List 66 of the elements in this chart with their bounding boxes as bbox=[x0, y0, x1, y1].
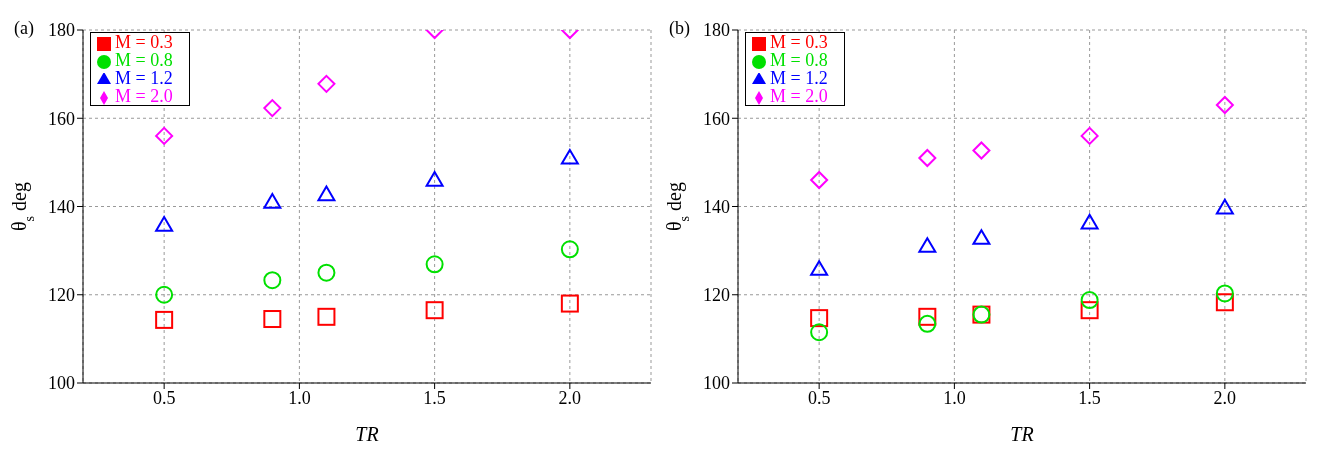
y-tick-label: 160 bbox=[48, 108, 75, 129]
point bbox=[155, 310, 174, 329]
y-tick-label: 120 bbox=[703, 285, 730, 306]
point bbox=[155, 216, 174, 232]
x-axis-title: TR bbox=[1010, 423, 1034, 445]
y-tick-label: 160 bbox=[703, 108, 730, 129]
legend-label: M = 0.3 bbox=[770, 32, 828, 52]
x-tick-label: 1.0 bbox=[943, 387, 966, 408]
x-tick-label: 0.5 bbox=[807, 387, 831, 408]
point bbox=[918, 237, 937, 253]
x-tick-label: 1.5 bbox=[423, 387, 446, 408]
point bbox=[972, 229, 991, 245]
point bbox=[972, 141, 991, 160]
x-tick-label: 2.0 bbox=[1213, 387, 1237, 408]
x-tick-label: 1.5 bbox=[1078, 387, 1101, 408]
point bbox=[918, 307, 937, 326]
x-tick-label: 2.0 bbox=[558, 387, 582, 408]
legend-label: M = 1.2 bbox=[115, 68, 173, 88]
point bbox=[1080, 301, 1099, 320]
point bbox=[317, 263, 336, 282]
point bbox=[560, 148, 579, 165]
y-tick-label: 140 bbox=[48, 196, 75, 217]
point bbox=[918, 148, 937, 167]
point bbox=[1215, 198, 1234, 215]
legend-label: M = 0.8 bbox=[115, 50, 173, 70]
point bbox=[425, 301, 444, 320]
y-tick-label: 140 bbox=[703, 196, 730, 217]
point bbox=[1215, 293, 1234, 312]
point bbox=[810, 323, 829, 342]
legend-label: M = 0.3 bbox=[115, 32, 173, 52]
y-tick-label: 180 bbox=[703, 20, 730, 41]
point bbox=[1080, 291, 1099, 310]
point bbox=[810, 309, 829, 328]
point bbox=[425, 255, 444, 274]
point bbox=[425, 171, 444, 187]
legend-label: M = 1.2 bbox=[770, 68, 828, 88]
point bbox=[810, 260, 829, 276]
legend-label: M = 2.0 bbox=[770, 86, 828, 106]
point bbox=[1215, 284, 1234, 303]
point bbox=[317, 74, 336, 93]
legend-label: M = 0.8 bbox=[770, 50, 828, 70]
point bbox=[1080, 213, 1099, 230]
point bbox=[263, 193, 282, 209]
point bbox=[560, 294, 579, 313]
x-tick-label: 0.5 bbox=[152, 387, 176, 408]
point bbox=[155, 285, 174, 304]
point bbox=[810, 171, 829, 190]
point bbox=[263, 310, 282, 329]
chart-title: (a) bbox=[14, 18, 34, 39]
point bbox=[1215, 96, 1234, 115]
point bbox=[317, 185, 336, 202]
x-tick-label: 1.0 bbox=[288, 387, 311, 408]
legend-label: M = 2.0 bbox=[115, 86, 173, 106]
y-tick-label: 180 bbox=[48, 20, 75, 41]
point bbox=[317, 307, 336, 326]
y-tick-label: 120 bbox=[48, 285, 75, 306]
point bbox=[263, 271, 282, 290]
point bbox=[155, 126, 174, 145]
y-tick-label: 100 bbox=[703, 373, 730, 394]
point bbox=[560, 240, 579, 259]
point bbox=[918, 314, 937, 333]
point bbox=[263, 99, 282, 118]
chart-title: (b) bbox=[669, 18, 690, 39]
x-axis-title: TR bbox=[355, 423, 379, 445]
point bbox=[1080, 126, 1099, 145]
y-tick-label: 100 bbox=[48, 373, 75, 394]
